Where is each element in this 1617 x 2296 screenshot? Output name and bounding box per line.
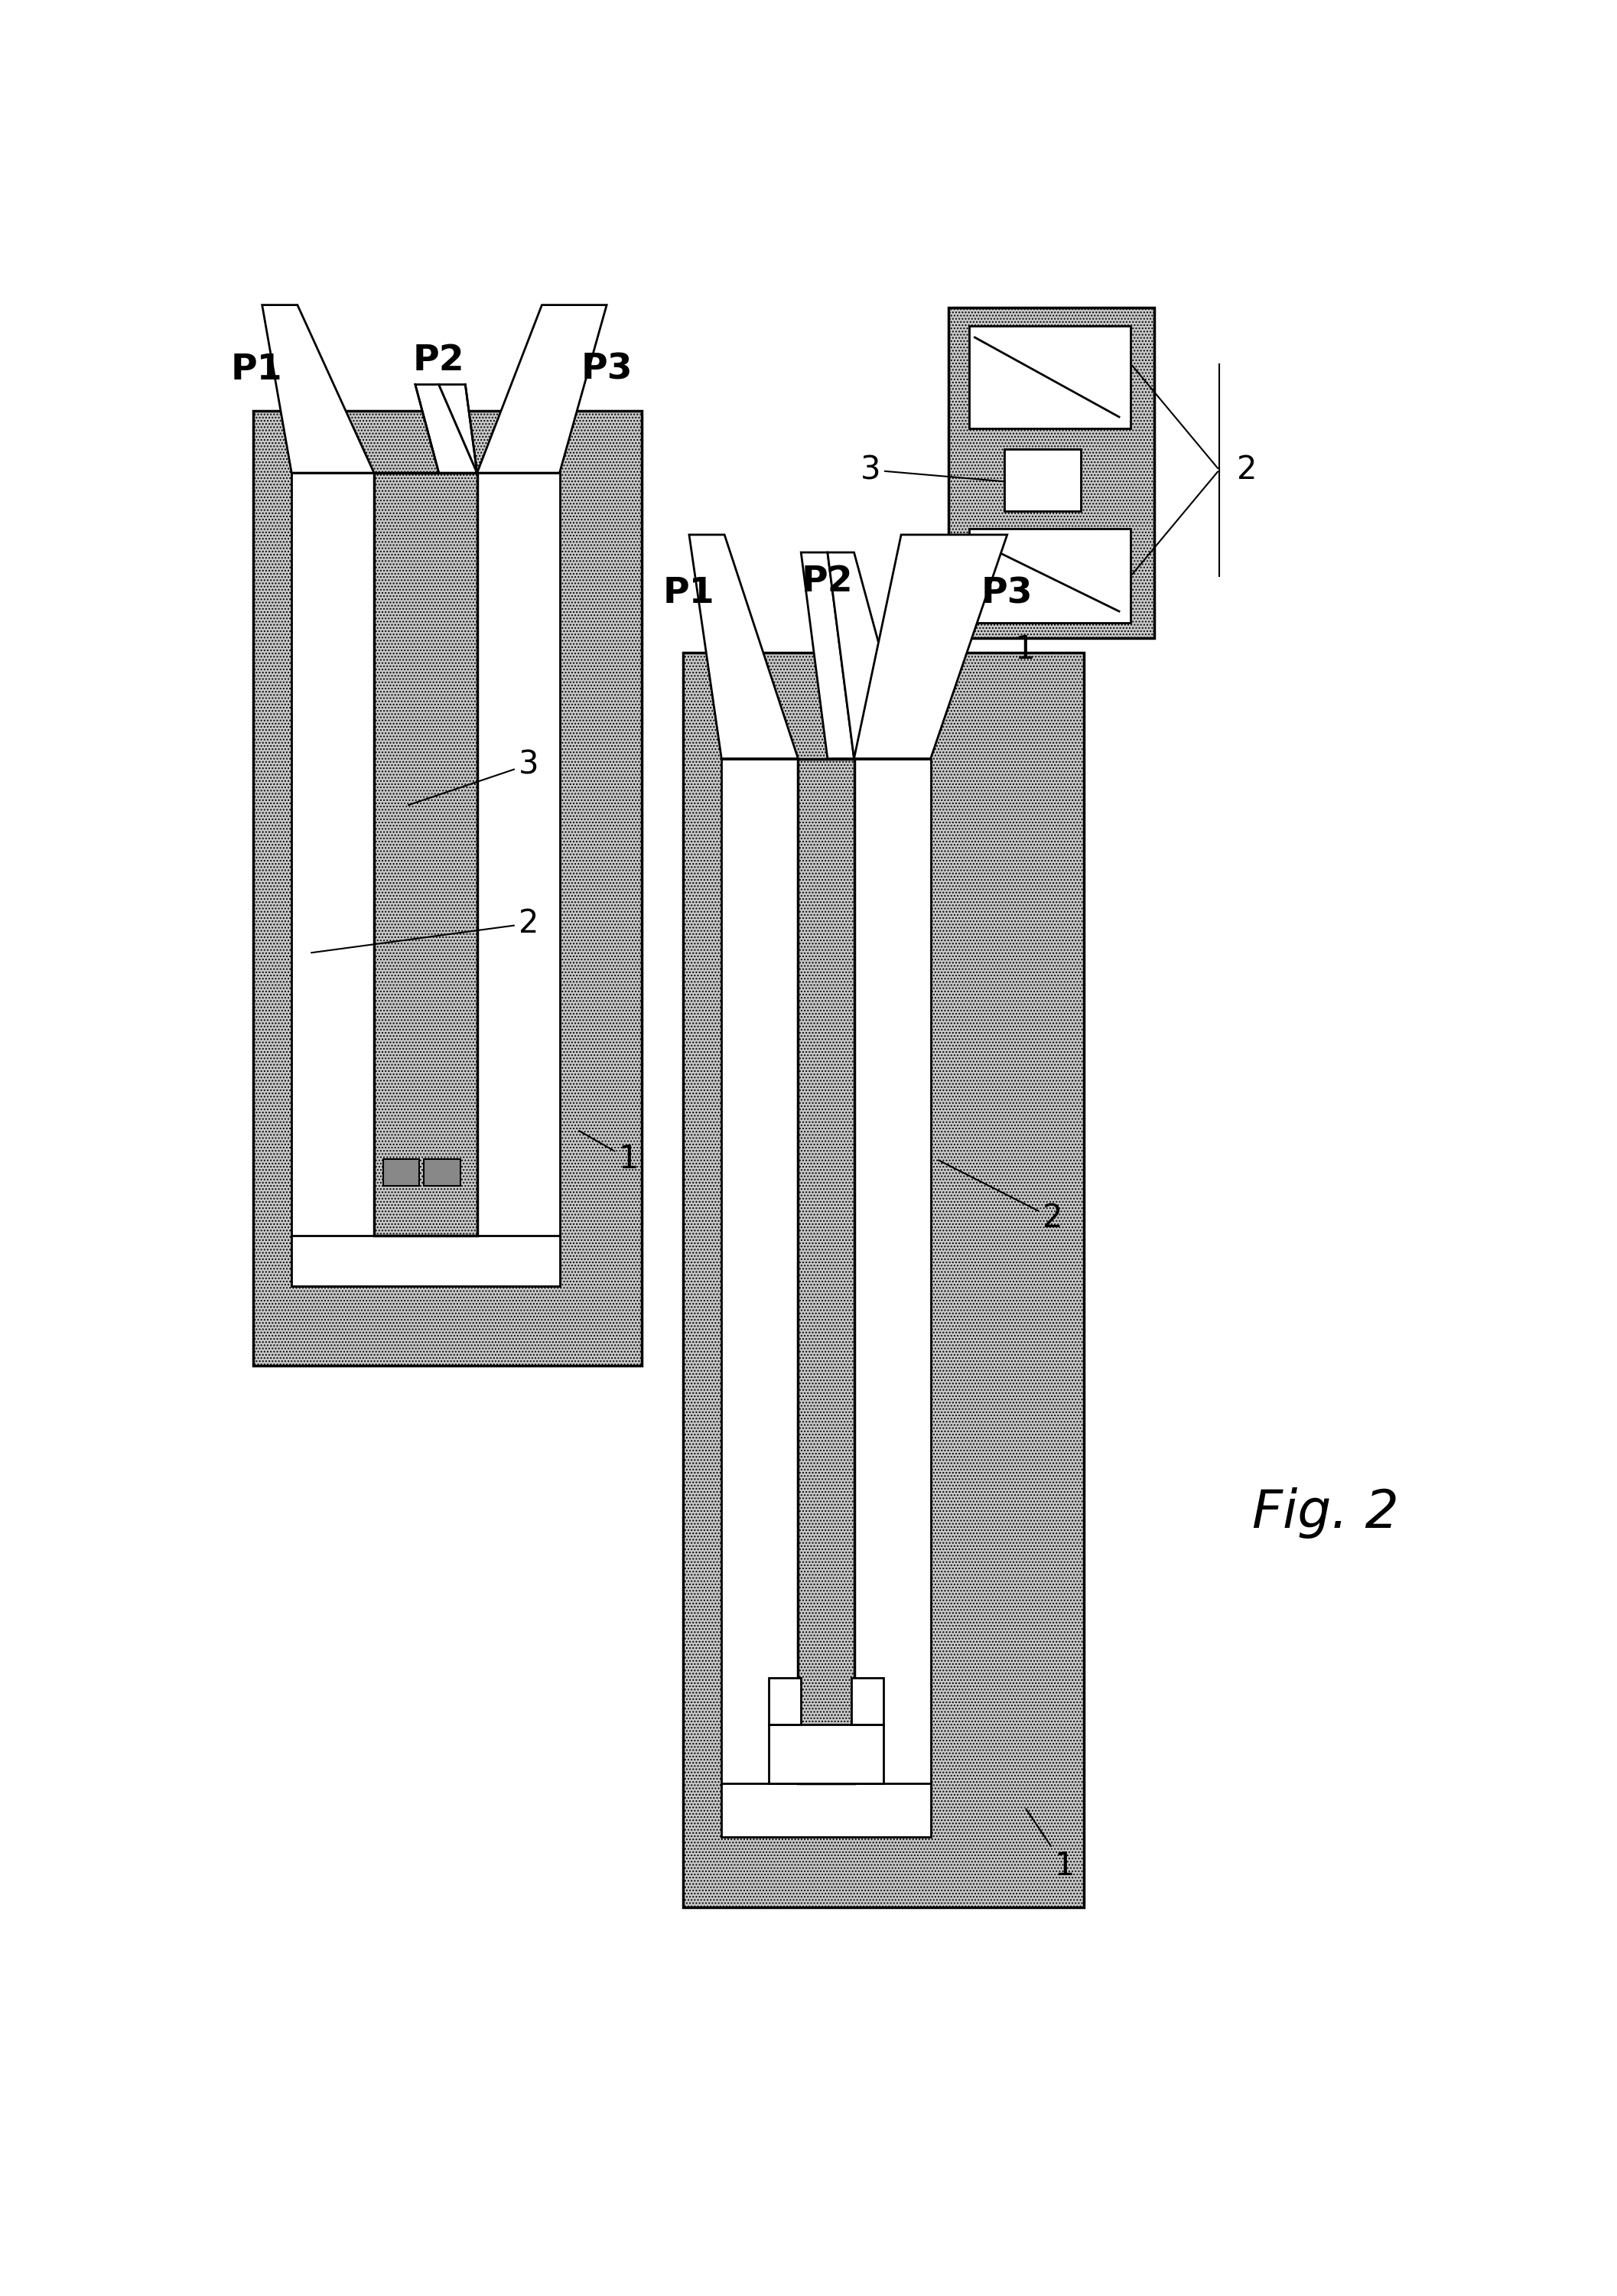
Bar xyxy=(684,652,1083,1908)
Polygon shape xyxy=(854,535,1007,758)
Text: P1: P1 xyxy=(663,576,715,611)
Text: Fig. 2: Fig. 2 xyxy=(1252,1488,1399,1538)
Bar xyxy=(948,308,1155,638)
Polygon shape xyxy=(262,305,374,473)
Bar xyxy=(374,473,477,1235)
Bar xyxy=(851,1678,883,1724)
Bar xyxy=(1004,450,1080,512)
Polygon shape xyxy=(477,305,606,473)
Bar xyxy=(721,1784,931,1837)
Text: 1: 1 xyxy=(1027,1809,1075,1883)
Polygon shape xyxy=(438,383,477,473)
Text: 3: 3 xyxy=(409,748,538,806)
Text: P3: P3 xyxy=(982,576,1033,611)
Bar xyxy=(854,758,931,1830)
Bar xyxy=(721,758,799,1830)
Text: 2: 2 xyxy=(938,1159,1062,1235)
Bar xyxy=(291,473,374,1286)
Bar xyxy=(969,326,1130,429)
Bar xyxy=(254,411,642,1366)
Text: 2: 2 xyxy=(312,907,538,953)
Bar xyxy=(291,1235,559,1286)
Text: P2: P2 xyxy=(412,344,464,379)
Bar xyxy=(768,1678,800,1724)
Bar xyxy=(969,528,1130,622)
Bar xyxy=(383,1159,419,1185)
Text: P2: P2 xyxy=(802,565,854,599)
Polygon shape xyxy=(416,383,477,473)
Text: 1: 1 xyxy=(1015,634,1035,666)
Bar xyxy=(768,1724,883,1784)
Bar xyxy=(799,758,854,1784)
Text: 2: 2 xyxy=(1237,455,1256,487)
Text: P1: P1 xyxy=(230,354,281,388)
Bar xyxy=(424,1159,461,1185)
Polygon shape xyxy=(689,535,799,758)
Bar xyxy=(477,473,559,1286)
Polygon shape xyxy=(828,553,910,758)
Polygon shape xyxy=(800,553,854,758)
Text: 1: 1 xyxy=(579,1132,639,1176)
Text: 3: 3 xyxy=(860,455,1006,487)
Text: P3: P3 xyxy=(581,354,632,388)
